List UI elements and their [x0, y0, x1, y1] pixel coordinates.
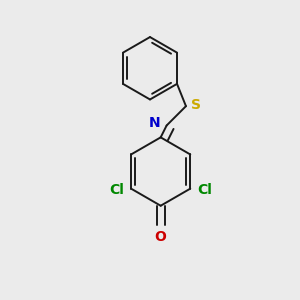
Text: S: S: [191, 98, 201, 112]
Text: N: N: [148, 116, 160, 130]
Text: Cl: Cl: [109, 183, 124, 197]
Text: O: O: [155, 230, 167, 244]
Text: Cl: Cl: [198, 183, 213, 197]
